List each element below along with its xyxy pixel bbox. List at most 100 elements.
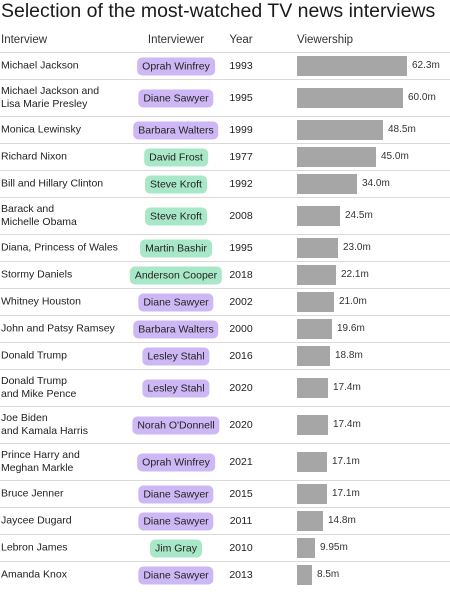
viewership-label: 34.0m: [362, 178, 390, 189]
column-header-year: Year: [229, 34, 253, 46]
year-value: 2011: [229, 515, 253, 527]
interview-name: Michael Jackson and Lisa Marie Presley: [1, 85, 133, 111]
year-value: 2010: [229, 542, 253, 554]
viewership-cell: 8.5m: [297, 565, 447, 585]
year-value: 2016: [229, 350, 253, 362]
viewership-label: 17.4m: [333, 382, 361, 393]
year-value: 1999: [229, 124, 253, 136]
table-row: Whitney Houston Diane Sawyer 2002 21.0m: [0, 288, 450, 315]
interview-name-line: Monica Lewinsky: [1, 123, 81, 136]
table-row: Prince Harry and Meghan Markle Oprah Winfr…: [0, 443, 450, 480]
interview-name: Bruce Jenner: [1, 488, 133, 501]
column-header-interview: Interview: [1, 34, 48, 46]
interview-name-line: Barack and: [1, 203, 55, 215]
viewership-cell: 9.95m: [297, 538, 447, 558]
viewership-cell: 18.8m: [297, 346, 447, 366]
viewership-label: 17.1m: [332, 488, 360, 499]
interview-name: Prince Harry and Meghan Markle: [1, 449, 133, 475]
interviewer-cell: Lesley Stahl: [142, 379, 243, 398]
interviewer-badge: Steve Kroft: [145, 175, 207, 194]
table-row: Michael Jackson and Lisa Marie Presley Dia…: [0, 79, 450, 116]
interview-name-line: Michael Jackson and: [1, 85, 100, 97]
viewership-bar: [297, 265, 336, 285]
year-value: 2000: [229, 323, 253, 335]
table-row: Richard Nixon David Frost 1977 45.0m: [0, 143, 450, 170]
year-value: 1995: [229, 242, 253, 254]
year-value: 1977: [229, 151, 253, 163]
viewership-label: 14.8m: [328, 515, 356, 526]
year-value: 1992: [229, 178, 253, 190]
viewership-cell: 23.0m: [297, 238, 447, 258]
viewership-cell: 45.0m: [297, 147, 447, 167]
viewership-label: 60.0m: [408, 92, 436, 103]
interviewer-badge: Jim Gray: [150, 539, 202, 558]
interviewer-badge: Oprah Winfrey: [137, 57, 215, 76]
viewership-label: 48.5m: [388, 124, 416, 135]
viewership-bar: [297, 565, 312, 585]
interview-name: Bill and Hillary Clinton: [1, 178, 133, 191]
viewership-bar: [297, 174, 357, 194]
interviewer-badge: Oprah Winfrey: [137, 453, 215, 472]
interview-name-line: Amanda Knox: [1, 568, 67, 581]
interviewer-badge: David Frost: [144, 148, 208, 167]
viewership-bar: [297, 56, 407, 76]
viewership-label: 45.0m: [381, 151, 409, 162]
year-value: 2013: [229, 569, 253, 581]
viewership-bar: [297, 88, 403, 108]
viewership-cell: 17.1m: [297, 484, 447, 504]
interview-name: Barack and Michelle Obama: [1, 203, 133, 229]
interview-name-line: Michael Jackson: [1, 59, 79, 72]
viewership-bar: [297, 292, 334, 312]
interviewer-cell: Diane Sawyer: [138, 512, 251, 531]
viewership-label: 17.1m: [332, 456, 360, 467]
table-row: Stormy Daniels Anderson Cooper 2018 22.1m: [0, 261, 450, 288]
table-row: Joe Biden and Kamala Harris Norah O'Donnel…: [0, 406, 450, 443]
year-value: 2002: [229, 296, 253, 308]
table-row: Amanda Knox Diane Sawyer 2013 8.5m: [0, 561, 450, 588]
table-row: Donald Trump Lesley Stahl 2016 18.8m: [0, 342, 450, 369]
viewership-label: 62.3m: [412, 60, 440, 71]
table-row: Barack and Michelle Obama Steve Kroft 2008 2…: [0, 197, 450, 234]
interview-name: Donald Trump: [1, 350, 133, 363]
viewership-cell: 60.0m: [297, 88, 447, 108]
interviewer-badge: Diane Sawyer: [138, 485, 214, 504]
viewership-label: 24.5m: [345, 210, 373, 221]
viewership-bar: [297, 319, 332, 339]
interview-name-line: Bruce Jenner: [1, 487, 64, 500]
interviewer-badge: Norah O'Donnell: [132, 416, 220, 435]
viewership-cell: 34.0m: [297, 174, 447, 194]
interviewer-cell: Oprah Winfrey: [137, 57, 254, 76]
interviewer-badge: Lesley Stahl: [142, 379, 210, 398]
interviewer-cell: Jim Gray: [150, 539, 228, 558]
year-value: 2015: [229, 488, 253, 500]
column-header-interviewer: Interviewer: [147, 34, 205, 46]
interviewer-cell: Anderson Cooper: [129, 266, 268, 285]
table-row: Michael Jackson Oprah Winfrey 1993 62.3m: [0, 52, 450, 79]
year-value: 2018: [229, 269, 253, 281]
viewership-bar: [297, 538, 315, 558]
viewership-bar: [297, 484, 327, 504]
interview-name: Amanda Knox: [1, 569, 133, 582]
table-header: Interview Interviewer Year Viewership: [0, 31, 450, 51]
interview-name: Jaycee Dugard: [1, 515, 133, 528]
year-value: 1993: [229, 60, 253, 72]
viewership-bar: [297, 120, 383, 140]
interviewer-badge: Diane Sawyer: [138, 512, 214, 531]
interview-name-line: Michelle Obama: [1, 216, 77, 228]
viewership-label: 23.0m: [343, 242, 371, 253]
viewership-label: 19.6m: [337, 323, 365, 334]
interview-name-line: Lisa Marie Presley: [1, 98, 88, 110]
interview-name-line: Lebron James: [1, 541, 68, 554]
interview-name: Stormy Daniels: [1, 269, 133, 282]
viewership-label: 18.8m: [335, 350, 363, 361]
interviewer-cell: Lesley Stahl: [142, 347, 243, 366]
interview-name-line: Donald Trump: [1, 375, 67, 387]
viewership-bar: [297, 346, 330, 366]
viewership-cell: 62.3m: [297, 56, 447, 76]
viewership-bar: [297, 238, 338, 258]
interviewer-cell: David Frost: [144, 148, 240, 167]
interview-name-line: Jaycee Dugard: [1, 514, 72, 527]
viewership-label: 21.0m: [339, 296, 367, 307]
interviewer-cell: Diane Sawyer: [138, 566, 251, 585]
interviewer-badge: Barbara Walters: [133, 320, 219, 339]
